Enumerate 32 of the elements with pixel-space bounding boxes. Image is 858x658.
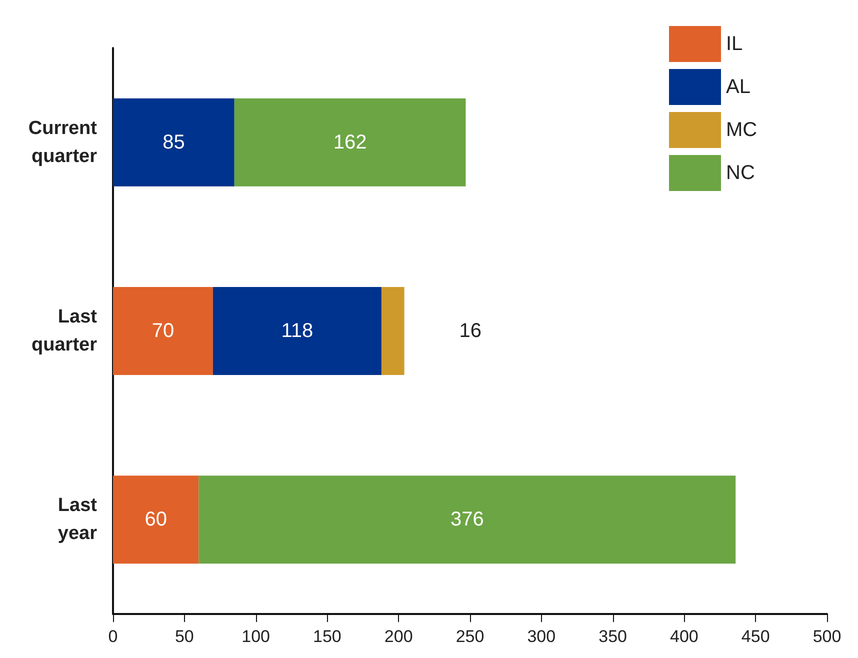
bar xyxy=(198,476,736,564)
data-label: 70 xyxy=(152,320,174,342)
data-label: 162 xyxy=(333,131,367,154)
y-tick-label: Last year xyxy=(58,495,98,544)
data-label: 85 xyxy=(162,131,185,154)
data-label: 60 xyxy=(144,508,167,531)
data-label: 376 xyxy=(450,508,484,531)
x-tick-label: 50 xyxy=(174,627,194,646)
bar xyxy=(234,98,466,186)
x-tick-label: 400 xyxy=(670,627,698,646)
data-label: 118 xyxy=(281,320,314,342)
bar xyxy=(113,287,213,375)
bar xyxy=(381,287,404,375)
x-tick-label: 300 xyxy=(527,627,556,646)
y-tick-label: Last quarter xyxy=(32,306,98,356)
x-tick-label: 0 xyxy=(108,627,118,646)
y-tick-label: Current quarter xyxy=(28,118,98,167)
x-tick-label: 350 xyxy=(598,627,627,646)
x-tick-label: 100 xyxy=(242,627,270,646)
legend-label: MC xyxy=(726,119,758,141)
x-tick-label: 500 xyxy=(812,627,842,646)
x-tick-label: 250 xyxy=(456,627,484,646)
x-tick-label: 450 xyxy=(741,627,770,646)
bar xyxy=(113,476,199,564)
legend-label: IL xyxy=(726,33,743,55)
x-tick-label: 200 xyxy=(384,627,413,646)
bar xyxy=(113,98,234,186)
x-tick-label: 150 xyxy=(313,627,342,646)
legend-label: AL xyxy=(726,76,750,98)
legend-label: NC xyxy=(726,162,755,184)
data-label: 16 xyxy=(459,320,482,342)
bar xyxy=(212,287,382,375)
